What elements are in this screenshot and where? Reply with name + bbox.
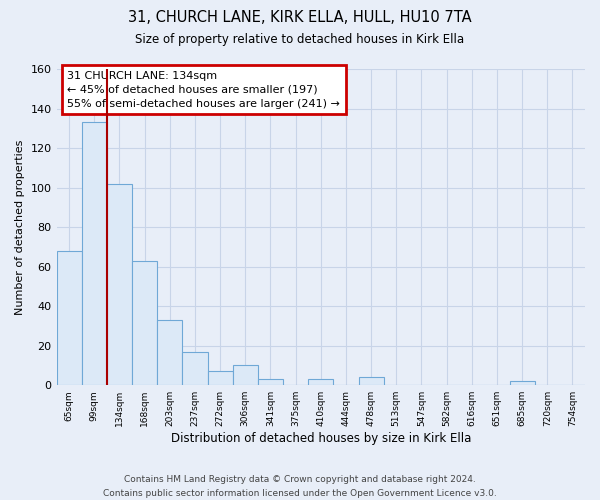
Text: Size of property relative to detached houses in Kirk Ella: Size of property relative to detached ho… (136, 32, 464, 46)
Y-axis label: Number of detached properties: Number of detached properties (15, 140, 25, 315)
Bar (182, 352, 208, 385)
Text: 31, CHURCH LANE, KIRK ELLA, HULL, HU10 7TA: 31, CHURCH LANE, KIRK ELLA, HULL, HU10 7… (128, 10, 472, 25)
Bar (509, 382, 535, 385)
Bar (157, 320, 182, 385)
Bar (258, 380, 283, 385)
Bar (56, 251, 82, 385)
Bar (82, 122, 107, 385)
Text: 31 CHURCH LANE: 134sqm
← 45% of detached houses are smaller (197)
55% of semi-de: 31 CHURCH LANE: 134sqm ← 45% of detached… (67, 70, 340, 108)
Bar (107, 184, 132, 385)
Bar (233, 366, 258, 385)
Bar (132, 260, 157, 385)
Bar (208, 372, 233, 385)
X-axis label: Distribution of detached houses by size in Kirk Ella: Distribution of detached houses by size … (170, 432, 471, 445)
Text: Contains HM Land Registry data © Crown copyright and database right 2024.
Contai: Contains HM Land Registry data © Crown c… (103, 476, 497, 498)
Bar (359, 378, 383, 385)
Bar (308, 380, 334, 385)
